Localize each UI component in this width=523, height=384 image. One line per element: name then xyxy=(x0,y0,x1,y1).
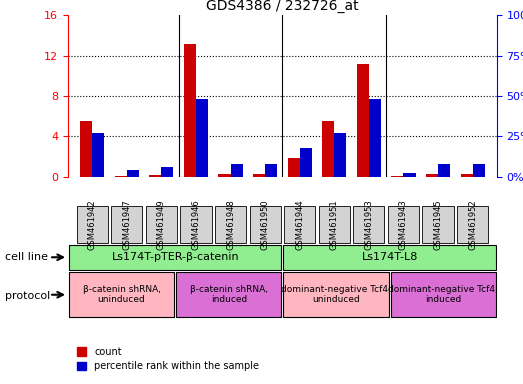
Bar xyxy=(369,99,381,177)
FancyBboxPatch shape xyxy=(69,245,281,270)
Bar xyxy=(196,99,208,177)
Text: GSM461950: GSM461950 xyxy=(260,199,270,250)
Bar xyxy=(288,159,300,177)
Bar xyxy=(426,174,438,177)
Bar xyxy=(149,175,162,177)
Text: GSM461942: GSM461942 xyxy=(88,199,97,250)
Text: GSM461953: GSM461953 xyxy=(365,199,373,250)
FancyBboxPatch shape xyxy=(215,206,246,243)
FancyBboxPatch shape xyxy=(283,272,389,317)
FancyBboxPatch shape xyxy=(77,206,108,243)
Legend: count, percentile rank within the sample: count, percentile rank within the sample xyxy=(73,343,263,375)
Bar xyxy=(357,64,369,177)
Bar xyxy=(162,167,174,177)
FancyBboxPatch shape xyxy=(388,206,419,243)
Bar xyxy=(265,164,277,177)
Text: protocol: protocol xyxy=(5,291,51,301)
Text: GSM461947: GSM461947 xyxy=(122,199,131,250)
FancyBboxPatch shape xyxy=(391,272,496,317)
Text: GSM461944: GSM461944 xyxy=(295,199,304,250)
Bar xyxy=(127,170,139,177)
Text: GSM461952: GSM461952 xyxy=(468,199,477,250)
Bar xyxy=(403,174,416,177)
FancyBboxPatch shape xyxy=(69,272,174,317)
Bar xyxy=(391,176,403,177)
Text: GSM461945: GSM461945 xyxy=(434,199,442,250)
FancyBboxPatch shape xyxy=(249,206,281,243)
Text: dominant-negative Tcf4,
induced: dominant-negative Tcf4, induced xyxy=(389,285,498,305)
FancyBboxPatch shape xyxy=(176,272,281,317)
FancyBboxPatch shape xyxy=(111,206,142,243)
Text: GSM461946: GSM461946 xyxy=(191,199,200,250)
FancyBboxPatch shape xyxy=(354,206,384,243)
Bar xyxy=(473,164,485,177)
FancyBboxPatch shape xyxy=(457,206,488,243)
Text: GSM461948: GSM461948 xyxy=(226,199,235,250)
Bar xyxy=(322,121,334,177)
Text: GSM461949: GSM461949 xyxy=(157,199,166,250)
Bar xyxy=(438,164,450,177)
Bar xyxy=(92,133,104,177)
FancyBboxPatch shape xyxy=(284,206,315,243)
Text: GSM461951: GSM461951 xyxy=(330,199,339,250)
FancyBboxPatch shape xyxy=(283,245,496,270)
Bar xyxy=(334,133,346,177)
Text: cell line: cell line xyxy=(5,252,48,262)
Bar xyxy=(115,175,127,177)
Bar xyxy=(253,174,265,177)
Bar xyxy=(231,164,243,177)
Bar xyxy=(461,174,473,177)
FancyBboxPatch shape xyxy=(146,206,177,243)
Text: dominant-negative Tcf4,
uninduced: dominant-negative Tcf4, uninduced xyxy=(281,285,391,305)
Bar xyxy=(219,174,231,177)
FancyBboxPatch shape xyxy=(423,206,453,243)
Bar xyxy=(184,44,196,177)
Text: Ls174T-L8: Ls174T-L8 xyxy=(361,252,418,262)
Text: β-catenin shRNA,
induced: β-catenin shRNA, induced xyxy=(190,285,268,305)
Text: GSM461943: GSM461943 xyxy=(399,199,408,250)
Text: β-catenin shRNA,
uninduced: β-catenin shRNA, uninduced xyxy=(83,285,161,305)
Text: Ls174T-pTER-β-catenin: Ls174T-pTER-β-catenin xyxy=(111,252,239,262)
FancyBboxPatch shape xyxy=(319,206,350,243)
Bar xyxy=(300,147,312,177)
FancyBboxPatch shape xyxy=(180,206,211,243)
Title: GDS4386 / 232726_at: GDS4386 / 232726_at xyxy=(206,0,359,13)
Bar xyxy=(80,121,92,177)
